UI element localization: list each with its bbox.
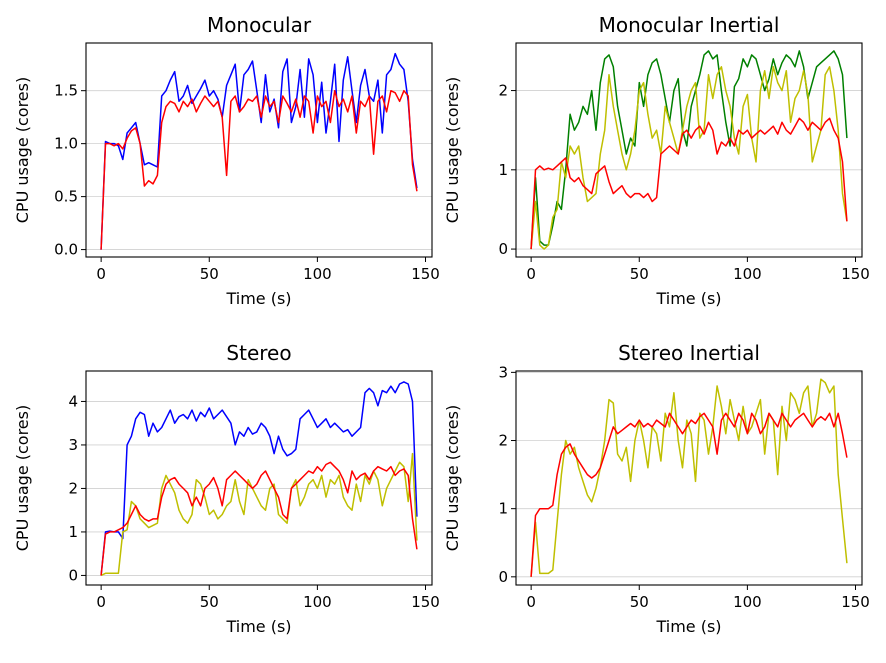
x-tick-label: 0 bbox=[526, 265, 536, 283]
chart-title: Stereo bbox=[226, 341, 291, 365]
y-tick-label: 0.0 bbox=[54, 241, 78, 259]
x-tick-label: 100 bbox=[733, 593, 762, 611]
y-tick-label: 2 bbox=[498, 82, 508, 100]
y-tick-label: 1 bbox=[498, 500, 508, 518]
x-tick-label: 150 bbox=[841, 593, 870, 611]
x-axis-label: Time (s) bbox=[225, 289, 291, 308]
y-tick-label: 2 bbox=[68, 479, 78, 497]
series-line-blue bbox=[100, 52, 418, 250]
x-tick-label: 0 bbox=[96, 265, 106, 283]
series-line-blue bbox=[100, 381, 418, 576]
x-tick-label: 150 bbox=[411, 265, 440, 283]
axes-frame bbox=[85, 42, 433, 258]
y-tick-label: 0 bbox=[498, 240, 508, 258]
x-axis-label: Time (s) bbox=[655, 617, 721, 636]
series-line-green bbox=[530, 50, 848, 250]
chart-title: Monocular bbox=[207, 13, 312, 37]
series-line-yellow bbox=[100, 452, 418, 577]
chart-panel: 0 50 100 150 0 1 2 3 4 Stereo Time (s) CPU usage (c… bbox=[13, 341, 440, 636]
y-tick-label: 0.5 bbox=[54, 188, 78, 206]
y-tick-label: 1.0 bbox=[54, 135, 78, 153]
y-tick-label: 3 bbox=[498, 363, 508, 381]
x-axis-label: Time (s) bbox=[225, 617, 291, 636]
series-line-red bbox=[530, 412, 848, 577]
x-tick-label: 0 bbox=[96, 593, 106, 611]
y-tick-label: 1.5 bbox=[54, 82, 78, 100]
x-tick-label: 150 bbox=[841, 265, 870, 283]
axes-frame bbox=[85, 370, 433, 586]
chart-title: Stereo Inertial bbox=[618, 341, 760, 365]
axes-frame bbox=[515, 370, 863, 586]
x-axis-label: Time (s) bbox=[655, 289, 721, 308]
y-tick-label: 1 bbox=[68, 523, 78, 541]
chart-panel: 0 50 100 150 0.0 0.5 1.0 1.5 Monocular Time (s) CP… bbox=[13, 13, 440, 308]
series-line-red bbox=[100, 461, 418, 576]
y-tick-label: 4 bbox=[68, 392, 78, 410]
x-tick-label: 150 bbox=[411, 593, 440, 611]
y-tick-label: 0 bbox=[68, 566, 78, 584]
x-tick-label: 50 bbox=[200, 593, 219, 611]
y-axis-label: CPU usage (cores) bbox=[443, 77, 462, 223]
y-tick-label: 3 bbox=[68, 436, 78, 454]
y-tick-label: 0 bbox=[498, 568, 508, 586]
series-line-yellow bbox=[530, 66, 848, 250]
x-tick-label: 100 bbox=[303, 593, 332, 611]
x-tick-label: 50 bbox=[630, 265, 649, 283]
y-tick-label: 1 bbox=[498, 161, 508, 179]
y-axis-label: CPU usage (cores) bbox=[13, 405, 32, 551]
series-line-red bbox=[100, 89, 418, 250]
chart-panel: 0 50 100 150 0 1 2 3 Stereo Inertial Time (s) CPU … bbox=[443, 341, 870, 636]
y-axis-label: CPU usage (cores) bbox=[13, 77, 32, 223]
axes-frame bbox=[515, 42, 863, 258]
y-axis-label: CPU usage (cores) bbox=[443, 405, 462, 551]
x-tick-label: 100 bbox=[303, 265, 332, 283]
series-line-red bbox=[530, 117, 848, 250]
x-tick-label: 50 bbox=[200, 265, 219, 283]
y-tick-label: 2 bbox=[498, 432, 508, 450]
chart-panel: 0 50 100 150 0 1 2 Monocular Inertial Time (s) CP… bbox=[443, 13, 870, 308]
x-tick-label: 100 bbox=[733, 265, 762, 283]
series-line-yellow bbox=[530, 378, 848, 577]
chart-title: Monocular Inertial bbox=[599, 13, 780, 37]
x-tick-label: 0 bbox=[526, 593, 536, 611]
x-tick-label: 50 bbox=[630, 593, 649, 611]
